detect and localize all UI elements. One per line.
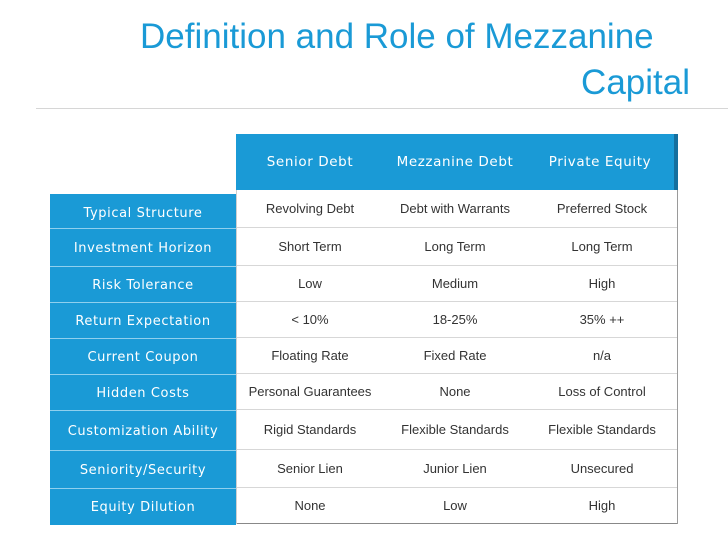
table-row: Return Expectation < 10% 18-25% 35% ++	[50, 302, 678, 339]
table-cell: Short Term	[278, 239, 342, 254]
table-cell: Flexible Standards	[401, 422, 509, 437]
table-cell: High	[588, 498, 616, 513]
table-cell: Senior Lien	[277, 461, 343, 476]
table-cell: Rigid Standards	[263, 422, 357, 437]
column-header-senior-debt: Senior Debt	[266, 154, 354, 170]
row-label: Current Coupon	[50, 338, 236, 375]
table-cell: Long Term	[571, 239, 633, 254]
column-header-band	[236, 134, 678, 190]
table-cell: Debt with Warrants	[399, 201, 511, 216]
table-cell: < 10%	[291, 312, 329, 327]
table-row: Hidden Costs Personal Guarantees None Lo…	[50, 374, 678, 411]
table-row: Investment Horizon Short Term Long Term …	[50, 228, 678, 267]
header-edge	[674, 134, 678, 190]
row-cells: Revolving Debt Debt with Warrants Prefer…	[236, 190, 678, 228]
table-cell: n/a	[592, 348, 612, 363]
row-label: Customization Ability	[50, 410, 236, 451]
row-label: Return Expectation	[50, 302, 236, 339]
title-divider	[36, 108, 728, 109]
table-cell: None	[439, 384, 471, 399]
row-cells: Short Term Long Term Long Term	[236, 228, 678, 266]
table-cell: Fixed Rate	[423, 348, 487, 363]
row-cells: < 10% 18-25% 35% ++	[236, 302, 678, 338]
table-cell: Junior Lien	[423, 461, 487, 476]
table-row: Current Coupon Floating Rate Fixed Rate …	[50, 338, 678, 375]
row-label: Typical Structure	[50, 190, 236, 232]
table-cell: Medium	[431, 276, 479, 291]
table-row: Seniority/Security Senior Lien Junior Li…	[50, 450, 678, 489]
table-cell: 18-25%	[432, 312, 478, 327]
table-cell: Floating Rate	[271, 348, 349, 363]
title-line-1: Definition and Role of Mezzanine	[140, 17, 654, 56]
table-cell: None	[294, 498, 326, 513]
row-cells: Low Medium High	[236, 266, 678, 302]
row-label: Hidden Costs	[50, 374, 236, 411]
table-row: Risk Tolerance Low Medium High	[50, 266, 678, 303]
table-row: Typical Structure Revolving Debt Debt wi…	[50, 190, 678, 232]
slide-title: Definition and Role of Mezzanine Capital	[60, 14, 690, 106]
row-label: Risk Tolerance	[50, 266, 236, 303]
table-cell: High	[588, 276, 616, 291]
column-header-mezzanine-debt: Mezzanine Debt	[396, 154, 514, 170]
table-row: Equity Dilution None Low High	[50, 488, 678, 525]
row-label: Equity Dilution	[50, 488, 236, 525]
row-cells: Senior Lien Junior Lien Unsecured	[236, 450, 678, 488]
comparison-table: Senior Debt Mezzanine Debt Private Equit…	[50, 134, 678, 525]
table-cell: Preferred Stock	[556, 201, 648, 216]
table-row: Customization Ability Rigid Standards Fl…	[50, 410, 678, 451]
table-cell: Unsecured	[570, 461, 634, 476]
row-cells: Personal Guarantees None Loss of Control	[236, 374, 678, 410]
table-cell: Low	[298, 276, 322, 291]
row-cells: None Low High	[236, 488, 678, 524]
row-cells: Floating Rate Fixed Rate n/a	[236, 338, 678, 374]
table-cell: Long Term	[424, 239, 486, 254]
table-left-border	[236, 190, 237, 524]
table-cell: Low	[443, 498, 467, 513]
row-cells: Rigid Standards Flexible Standards Flexi…	[236, 410, 678, 450]
table-cell: Revolving Debt	[265, 201, 355, 216]
row-label: Investment Horizon	[50, 228, 236, 267]
column-header-private-equity: Private Equity	[548, 154, 652, 170]
table-cell: Personal Guarantees	[248, 384, 372, 399]
row-label: Seniority/Security	[50, 450, 236, 489]
title-line-2: Capital	[581, 63, 690, 102]
table-right-border	[677, 190, 678, 524]
table-cell: 35% ++	[579, 312, 625, 327]
table-cell: Loss of Control	[558, 384, 646, 399]
table-cell: Flexible Standards	[548, 422, 656, 437]
